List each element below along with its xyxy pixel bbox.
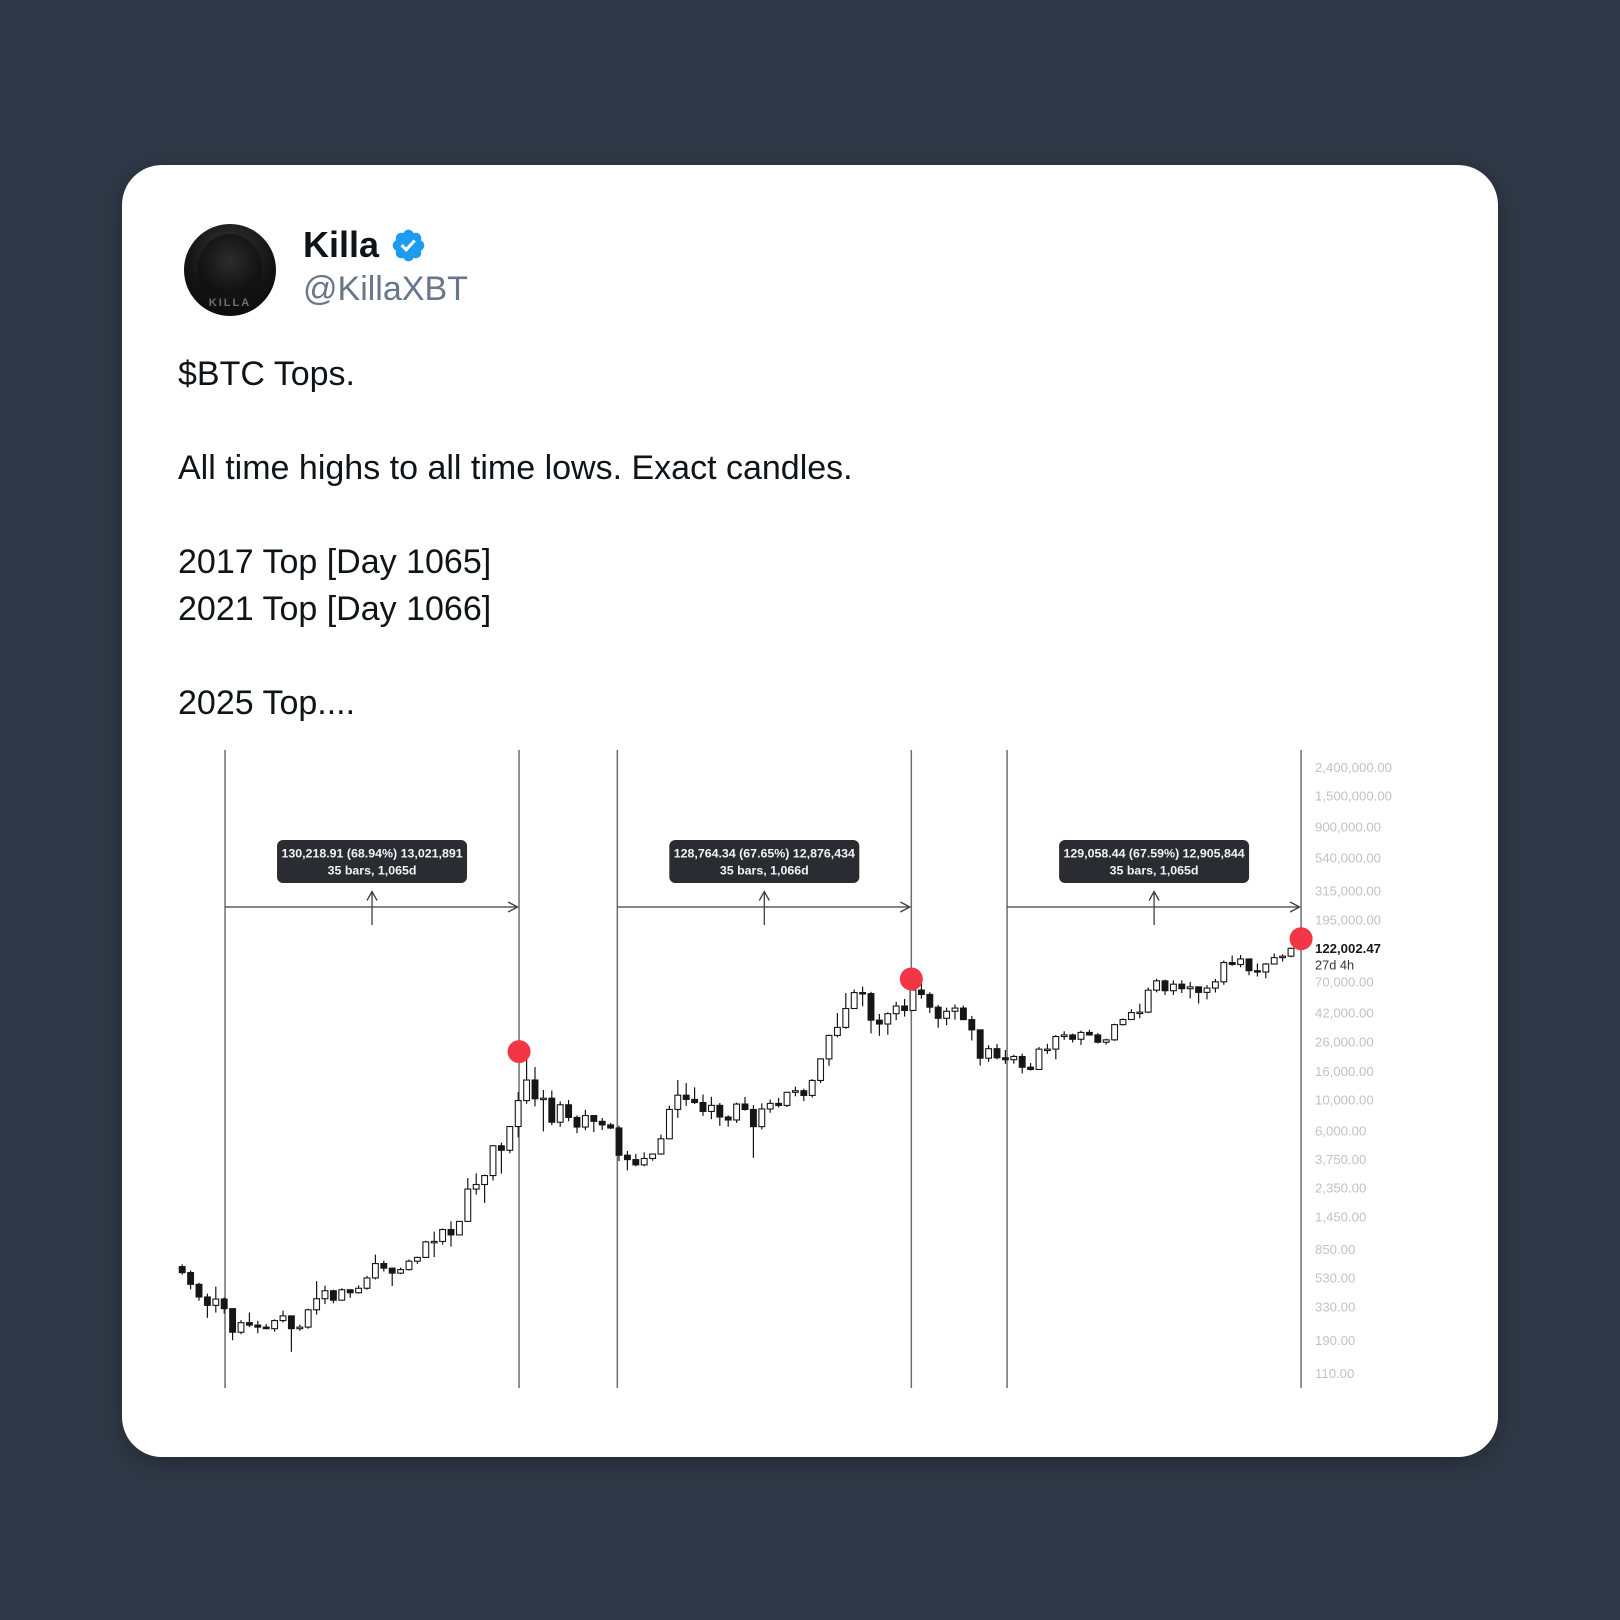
candles-layer (178, 947, 1295, 1352)
price-tick-label: 70,000.00 (1315, 975, 1374, 990)
price-tick-label: 195,000.00 (1315, 912, 1381, 927)
price-tick-label: 330.00 (1315, 1299, 1355, 1314)
price-tick-label: 2,400,000.00 (1315, 760, 1392, 775)
user-handle[interactable]: @KillaXBT (303, 270, 468, 308)
measure-tools (224, 750, 1302, 1388)
price-tick-label: 1,500,000.00 (1315, 789, 1392, 804)
price-tick-label: 540,000.00 (1315, 851, 1381, 866)
price-axis[interactable]: 2,400,000.00 1,500,000.00 900,000.00 540,00… (1315, 760, 1392, 1381)
candlestick-chart[interactable]: 130,218.91 (68.94%) 13,021,891 35 bars, 1… (122, 165, 1498, 1457)
measure-tooltip (1059, 840, 1250, 883)
price-tick-label: 190.00 (1315, 1333, 1355, 1348)
measure-tooltip (669, 840, 860, 883)
verified-badge-icon (392, 229, 425, 261)
tweet-text: $BTC Tops. All time highs to all time lo… (178, 355, 853, 722)
current-price-label: 122,002.47 (1315, 941, 1381, 956)
avatar-hood-graphic (198, 234, 262, 304)
svg-text:129,058.44 (67.59%) 12,905,844: 129,058.44 (67.59%) 12,905,844 (1063, 847, 1244, 861)
candle-countdown-label: 27d 4h (1315, 957, 1354, 972)
top-marker-dot (507, 1040, 531, 1064)
price-tick-label: 26,000.00 (1315, 1035, 1374, 1050)
price-tick-label: 6,000.00 (1315, 1123, 1366, 1138)
price-tick-label: 850.00 (1315, 1242, 1355, 1257)
top-marker-dot (1289, 927, 1313, 951)
measure-tooltips: 130,218.91 (68.94%) 13,021,891 35 bars, 1… (277, 840, 1250, 883)
price-tick-label: 1,450.00 (1315, 1210, 1366, 1225)
avatar-text: KILLA (208, 297, 252, 309)
price-tick-label: 315,000.00 (1315, 883, 1381, 898)
top-marker-dots (507, 927, 1313, 1064)
display-name[interactable]: Killa (303, 224, 380, 265)
price-tick-label: 3,750.00 (1315, 1152, 1366, 1167)
measure-tooltip (277, 840, 468, 883)
price-tick-label: 2,350.00 (1315, 1180, 1366, 1195)
price-tick-label: 16,000.00 (1315, 1064, 1374, 1079)
svg-text:128,764.34 (67.65%) 12,876,434: 128,764.34 (67.65%) 12,876,434 (674, 847, 855, 861)
tweet-card: KILLA Killa @KillaXBT $BTC Tops. All tim… (122, 165, 1498, 1457)
avatar[interactable]: KILLA (184, 224, 276, 316)
price-tick-label: 42,000.00 (1315, 1005, 1374, 1020)
price-tick-label: 110.00 (1315, 1366, 1354, 1381)
price-tick-label: 10,000.00 (1315, 1092, 1374, 1107)
svg-text:35 bars, 1,065d: 35 bars, 1,065d (1110, 864, 1199, 878)
price-tick-label: 530.00 (1315, 1271, 1355, 1286)
top-marker-dot (899, 967, 923, 991)
author-row: Killa (303, 223, 427, 267)
price-tick-label: 900,000.00 (1315, 820, 1381, 835)
svg-text:35 bars, 1,065d: 35 bars, 1,065d (328, 864, 417, 878)
svg-text:130,218.91 (68.94%) 13,021,891: 130,218.91 (68.94%) 13,021,891 (281, 847, 462, 861)
svg-text:35 bars, 1,066d: 35 bars, 1,066d (720, 864, 809, 878)
